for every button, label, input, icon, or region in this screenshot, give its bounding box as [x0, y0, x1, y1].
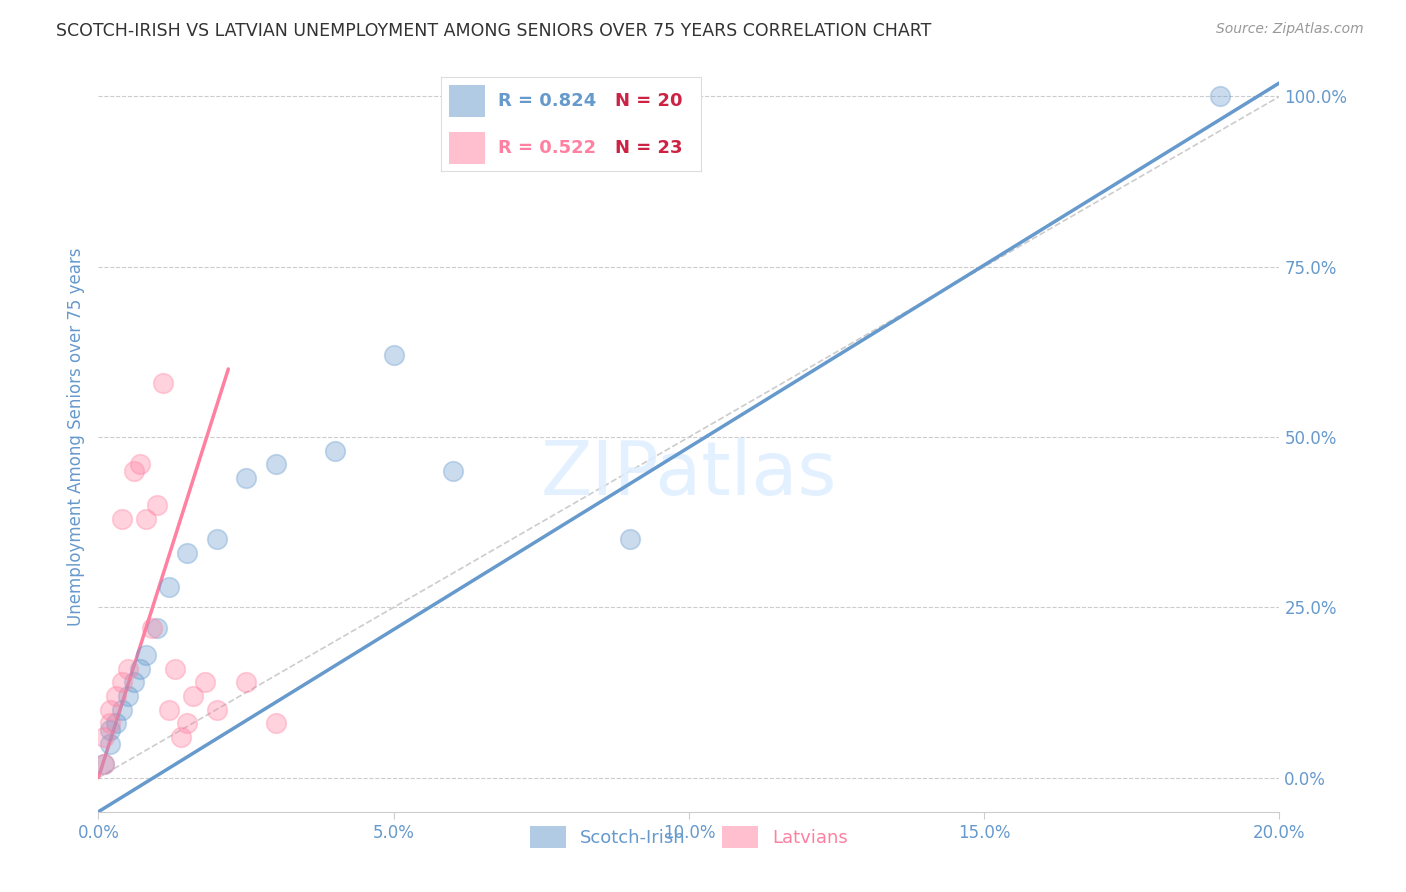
Point	[93, 730, 115, 744]
Point	[157, 702, 180, 716]
Point	[128, 662, 150, 676]
Point	[1209, 89, 1232, 103]
Point	[122, 464, 145, 478]
Point	[382, 348, 405, 362]
Point	[93, 757, 115, 772]
Point	[111, 702, 134, 716]
Point	[146, 621, 169, 635]
Point	[122, 675, 145, 690]
Point	[111, 675, 134, 690]
Y-axis label: Unemployment Among Seniors over 75 years: Unemployment Among Seniors over 75 years	[66, 248, 84, 626]
Point	[235, 471, 257, 485]
Point	[264, 458, 287, 472]
Point	[157, 580, 180, 594]
Text: Source: ZipAtlas.com: Source: ZipAtlas.com	[1216, 22, 1364, 37]
Point	[93, 757, 115, 772]
Point	[619, 533, 641, 547]
Text: SCOTCH-IRISH VS LATVIAN UNEMPLOYMENT AMONG SENIORS OVER 75 YEARS CORRELATION CHA: SCOTCH-IRISH VS LATVIAN UNEMPLOYMENT AMO…	[56, 22, 932, 40]
Point	[146, 498, 169, 512]
Point	[98, 723, 121, 737]
Point	[323, 443, 346, 458]
Point	[111, 512, 134, 526]
Point	[165, 662, 187, 676]
Point	[205, 533, 228, 547]
Point	[264, 716, 287, 731]
Point	[176, 716, 198, 731]
Point	[105, 689, 128, 703]
Point	[98, 737, 121, 751]
Point	[205, 702, 228, 716]
Point	[194, 675, 217, 690]
Point	[441, 464, 464, 478]
Point	[235, 675, 257, 690]
Point	[176, 546, 198, 560]
Point	[98, 716, 121, 731]
Point	[181, 689, 204, 703]
Point	[141, 621, 163, 635]
Point	[98, 702, 121, 716]
Point	[117, 662, 139, 676]
Point	[128, 458, 150, 472]
Legend: Scotch-Irish, Latvians: Scotch-Irish, Latvians	[523, 819, 855, 855]
Point	[135, 512, 157, 526]
Text: ZIPatlas: ZIPatlas	[541, 438, 837, 511]
Point	[152, 376, 174, 390]
Point	[170, 730, 193, 744]
Point	[135, 648, 157, 662]
Point	[117, 689, 139, 703]
Point	[105, 716, 128, 731]
